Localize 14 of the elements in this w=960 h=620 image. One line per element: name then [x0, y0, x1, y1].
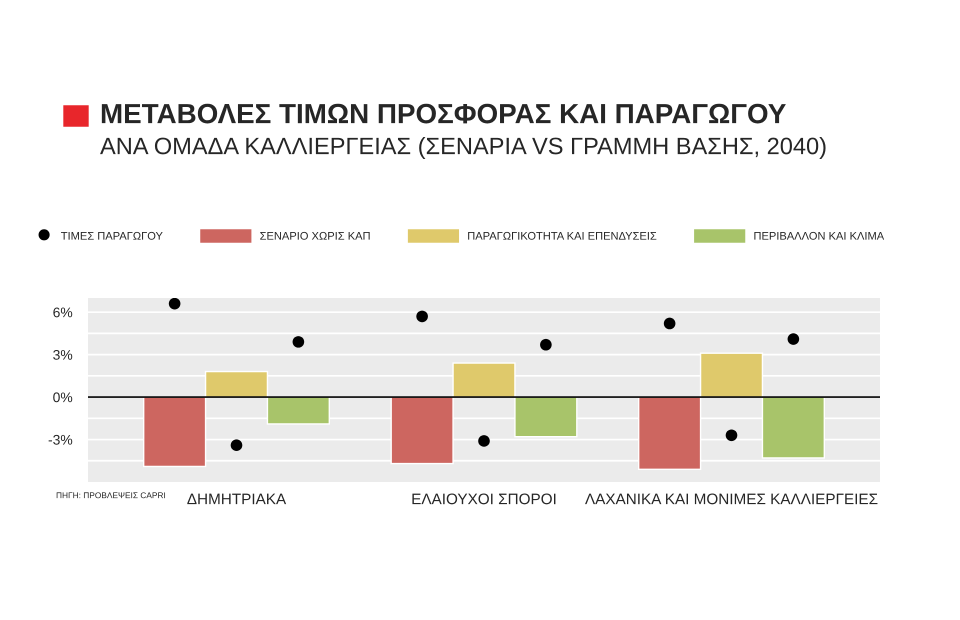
chart-subtitle: ΑΝΑ ΟΜΑΔΑ ΚΑΛΛΙΕΡΓΕΙΑΣ (ΣΕΝΑΡΙΑ VS ΓΡΑΜΜΗ ΒΑΣΗΣ, 2040) [100, 136, 826, 159]
legend-label: ΠΑΡΑΓΩΓΙΚΟΤΗΤΑ ΚΑΙ ΕΠΕΝΔΥΣΕΙΣ [468, 232, 656, 240]
x-tick-label: ΔΗΜΗΤΡΙΑΚΑ [187, 494, 286, 504]
y-tick-label: 3% [53, 350, 72, 360]
y-tick-label: 6% [53, 307, 72, 318]
legend-label: ΣΕΝΑΡΙΟ ΧΩΡΙΣ ΚΑΠ [260, 232, 370, 240]
x-tick-label: ΕΛΑΙΟΥΧΟΙ ΣΠΟΡΟΙ [412, 494, 556, 504]
chart-title: ΜΕΤΑΒΟΛΕΣ ΤΙΜΩΝ ΠΡΟΣΦΟΡΑΣ ΚΑΙ ΠΑΡΑΓΩΓΟΥ [102, 104, 786, 124]
legend-label: ΠΕΡΙΒΑΛΛΟΝ ΚΑΙ ΚΛΙΜΑ [754, 232, 884, 240]
x-tick-label: ΛΑΧΑΝΙΚΑ ΚΑΙ ΜΟΝΙΜΕΣ ΚΑΛΛΙΕΡΓΕΙΕΣ [585, 494, 878, 504]
y-tick-label: -3% [48, 434, 72, 445]
legend-label: ΤΙΜΕΣ ΠΑΡΑΓΩΓΟΥ [61, 232, 163, 240]
y-tick-label: 0% [53, 392, 72, 402]
text: ΠΗΓΗ: ΠΡΟΒΛΕΨΕΙΣ CAPRI [56, 492, 166, 498]
